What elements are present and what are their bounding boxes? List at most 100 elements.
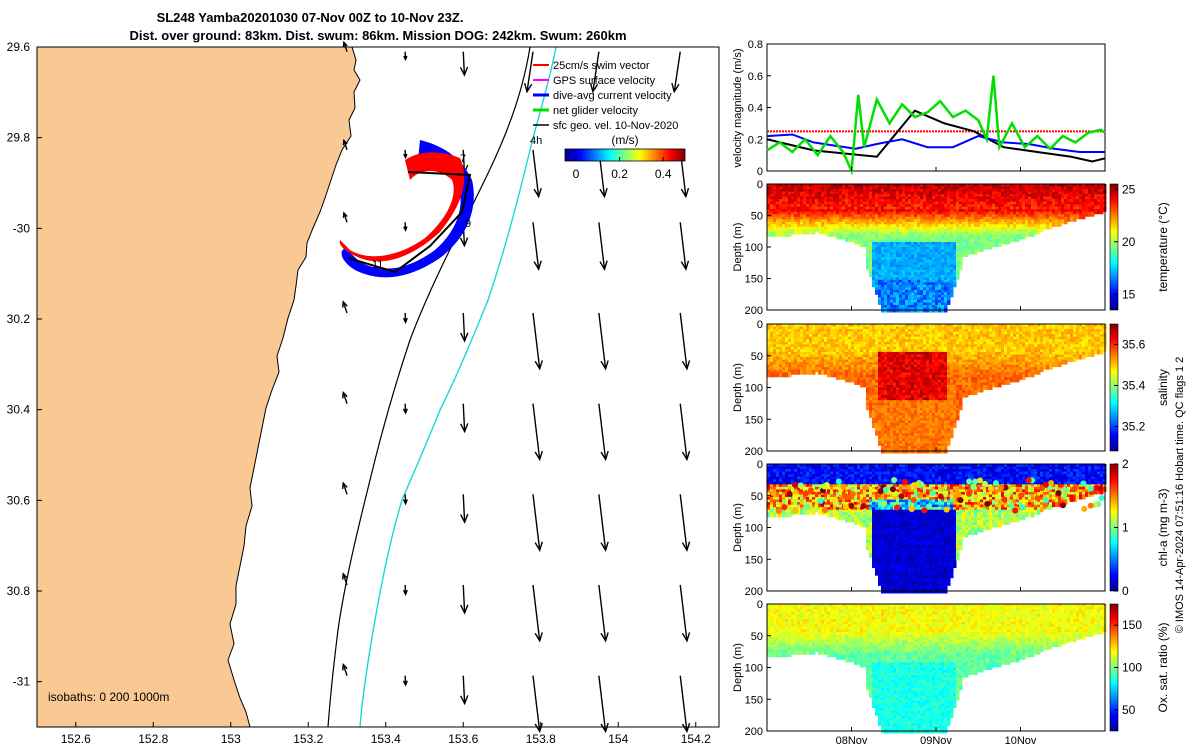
map-y-tick-label: 30.8 — [7, 584, 31, 598]
geo-velocity-arrow — [598, 584, 609, 643]
chla-sample-point — [1038, 485, 1045, 492]
map-y-tick-label: 29.8 — [7, 131, 31, 145]
map-colorbar-ticks: 0 0.2 0.4 — [573, 157, 672, 181]
geo-velocity-arrow — [532, 675, 543, 734]
geo-velocity-arrow — [342, 138, 348, 151]
geo-velocity-arrow — [460, 403, 469, 434]
chla-sample-point — [1061, 486, 1068, 493]
section-colorbar-tick-label: 2 — [1122, 457, 1129, 471]
chla-sample-point — [943, 506, 950, 513]
map-x-tick-label: 153 — [221, 732, 241, 746]
velocity-y-tick-label: 0 — [757, 166, 763, 178]
chla-sample-point — [910, 496, 917, 503]
map-legend: 25cm/s swim vector GPS surface velocity … — [533, 60, 678, 132]
chla-sample-point — [781, 504, 788, 511]
geo-velocity-arrow — [532, 312, 543, 371]
time-axis: 08Nov 09Nov 10Nov — [836, 167, 1037, 747]
dive-avg-current-vectors — [341, 140, 474, 278]
map-colorbar — [564, 148, 686, 162]
chla-sample-point — [860, 503, 867, 510]
chla-sample-point — [862, 484, 869, 491]
map-x-tick-label: 154.2 — [681, 732, 711, 746]
section-y-tick-label: 50 — [751, 351, 763, 363]
chla-sample-point — [792, 493, 799, 500]
colorbar-tick-label: 0.4 — [655, 167, 672, 181]
chla-sample-point — [937, 493, 944, 500]
section-colorbar-tick-label: 15 — [1122, 287, 1136, 301]
geo-velocity-arrow — [403, 222, 408, 232]
geo-velocity-arrow — [403, 149, 408, 160]
swim-vectors — [339, 152, 465, 262]
section-y-tick-label: 150 — [745, 274, 763, 286]
chla-sample-point — [807, 487, 814, 494]
geo-velocity-arrow — [460, 494, 469, 524]
isobath-label: isobaths: 0 200 1000m — [48, 690, 169, 704]
chla-sample-point — [821, 483, 828, 490]
map-y-tick-label: -31 — [13, 675, 31, 689]
temperature-section: 0 50 100 150 200 Depth (m) 15 20 25 temperature (… — [732, 179, 1170, 317]
glider-track: 7 9 11 4h — [339, 135, 542, 278]
chla-sample-point — [921, 507, 928, 514]
geo-velocity-arrow — [532, 403, 543, 462]
geo-velocity-arrow — [341, 390, 348, 404]
section-colorbar-tick-label: 35.2 — [1122, 419, 1146, 433]
geo-velocity-arrow — [671, 51, 681, 94]
chla-sample-point — [987, 485, 994, 492]
section-y-tick-label: 200 — [745, 726, 763, 738]
velocity-ylabel: velocity magnitude (m/s) — [732, 48, 744, 167]
geo-velocity-arrow — [679, 675, 691, 734]
chla-sample-point — [992, 480, 999, 487]
geo-velocity-arrow — [341, 662, 348, 676]
chla-sample-point — [889, 486, 896, 493]
chla-sample-point — [1043, 497, 1050, 504]
geo-velocity-arrow — [341, 300, 348, 314]
section-colorbar-tick-label: 50 — [1122, 703, 1136, 717]
geo-velocity-arrow — [460, 675, 469, 706]
geo-velocity-arrow — [342, 40, 348, 52]
geo-velocity-arrow — [460, 584, 469, 615]
section-y-tick-label: 150 — [745, 694, 763, 706]
chla-sample-point — [901, 478, 908, 485]
chla-sample-point — [891, 477, 898, 484]
map-y-axis: 29.6 29.8 -30 30.2 30.4 30.6 30.8 -31 — [7, 40, 42, 689]
chla-sample-point — [929, 490, 936, 497]
chla-sample-point — [835, 478, 842, 485]
section-colorbar-tick-label: 20 — [1122, 235, 1136, 249]
chla-sample-point — [1097, 485, 1104, 492]
velocity-series — [766, 75, 1106, 176]
chla-sample-point — [1001, 496, 1008, 503]
map-y-tick-label: 29.6 — [7, 40, 31, 54]
geo-velocity-arrow — [679, 222, 690, 271]
map-x-tick-label: 153.4 — [371, 732, 401, 746]
chla-sample-point — [849, 491, 856, 498]
geo-velocity-arrow — [402, 584, 408, 597]
section-y-tick-label: 50 — [751, 631, 763, 643]
section-ylabel: Depth (m) — [732, 223, 744, 272]
chla-sample-point — [792, 507, 799, 514]
section-y-tick-label: 0 — [757, 599, 763, 611]
section-ylabel: Depth (m) — [732, 363, 744, 412]
velocity-frame — [766, 43, 1106, 172]
chla-sample-point — [860, 498, 867, 505]
chla-sample-point — [1071, 486, 1078, 493]
map-x-tick-label: 153.8 — [526, 732, 556, 746]
title-line-2: Dist. over ground: 83km. Dist. swum: 86k… — [129, 28, 626, 43]
chla-sample-point — [842, 503, 849, 510]
chla-sample-point — [998, 484, 1005, 491]
chla-sample-point — [955, 491, 962, 498]
chla-sample-point — [802, 490, 809, 497]
map-frame — [36, 46, 720, 728]
chla-sample-point — [893, 504, 900, 511]
geo-velocity-arrow — [532, 149, 542, 199]
chla-sample-point — [976, 477, 983, 484]
section-colorbar-label: salinity — [1156, 369, 1170, 406]
geo-velocity-arrow — [341, 481, 348, 495]
velocity-series-net-glider — [766, 75, 1106, 176]
chla-sample-point — [1034, 494, 1041, 501]
section-y-tick-label: 50 — [751, 491, 763, 503]
time-tick-label: 09Nov — [920, 735, 952, 747]
geo-velocity-arrow — [598, 312, 609, 371]
map-x-tick-label: 152.6 — [61, 732, 91, 746]
velocity-panel: 0 0.2 0.4 0.6 0.8 velocity magnitude (m/s) — [732, 39, 1106, 178]
chla-sample-point — [1018, 492, 1025, 499]
